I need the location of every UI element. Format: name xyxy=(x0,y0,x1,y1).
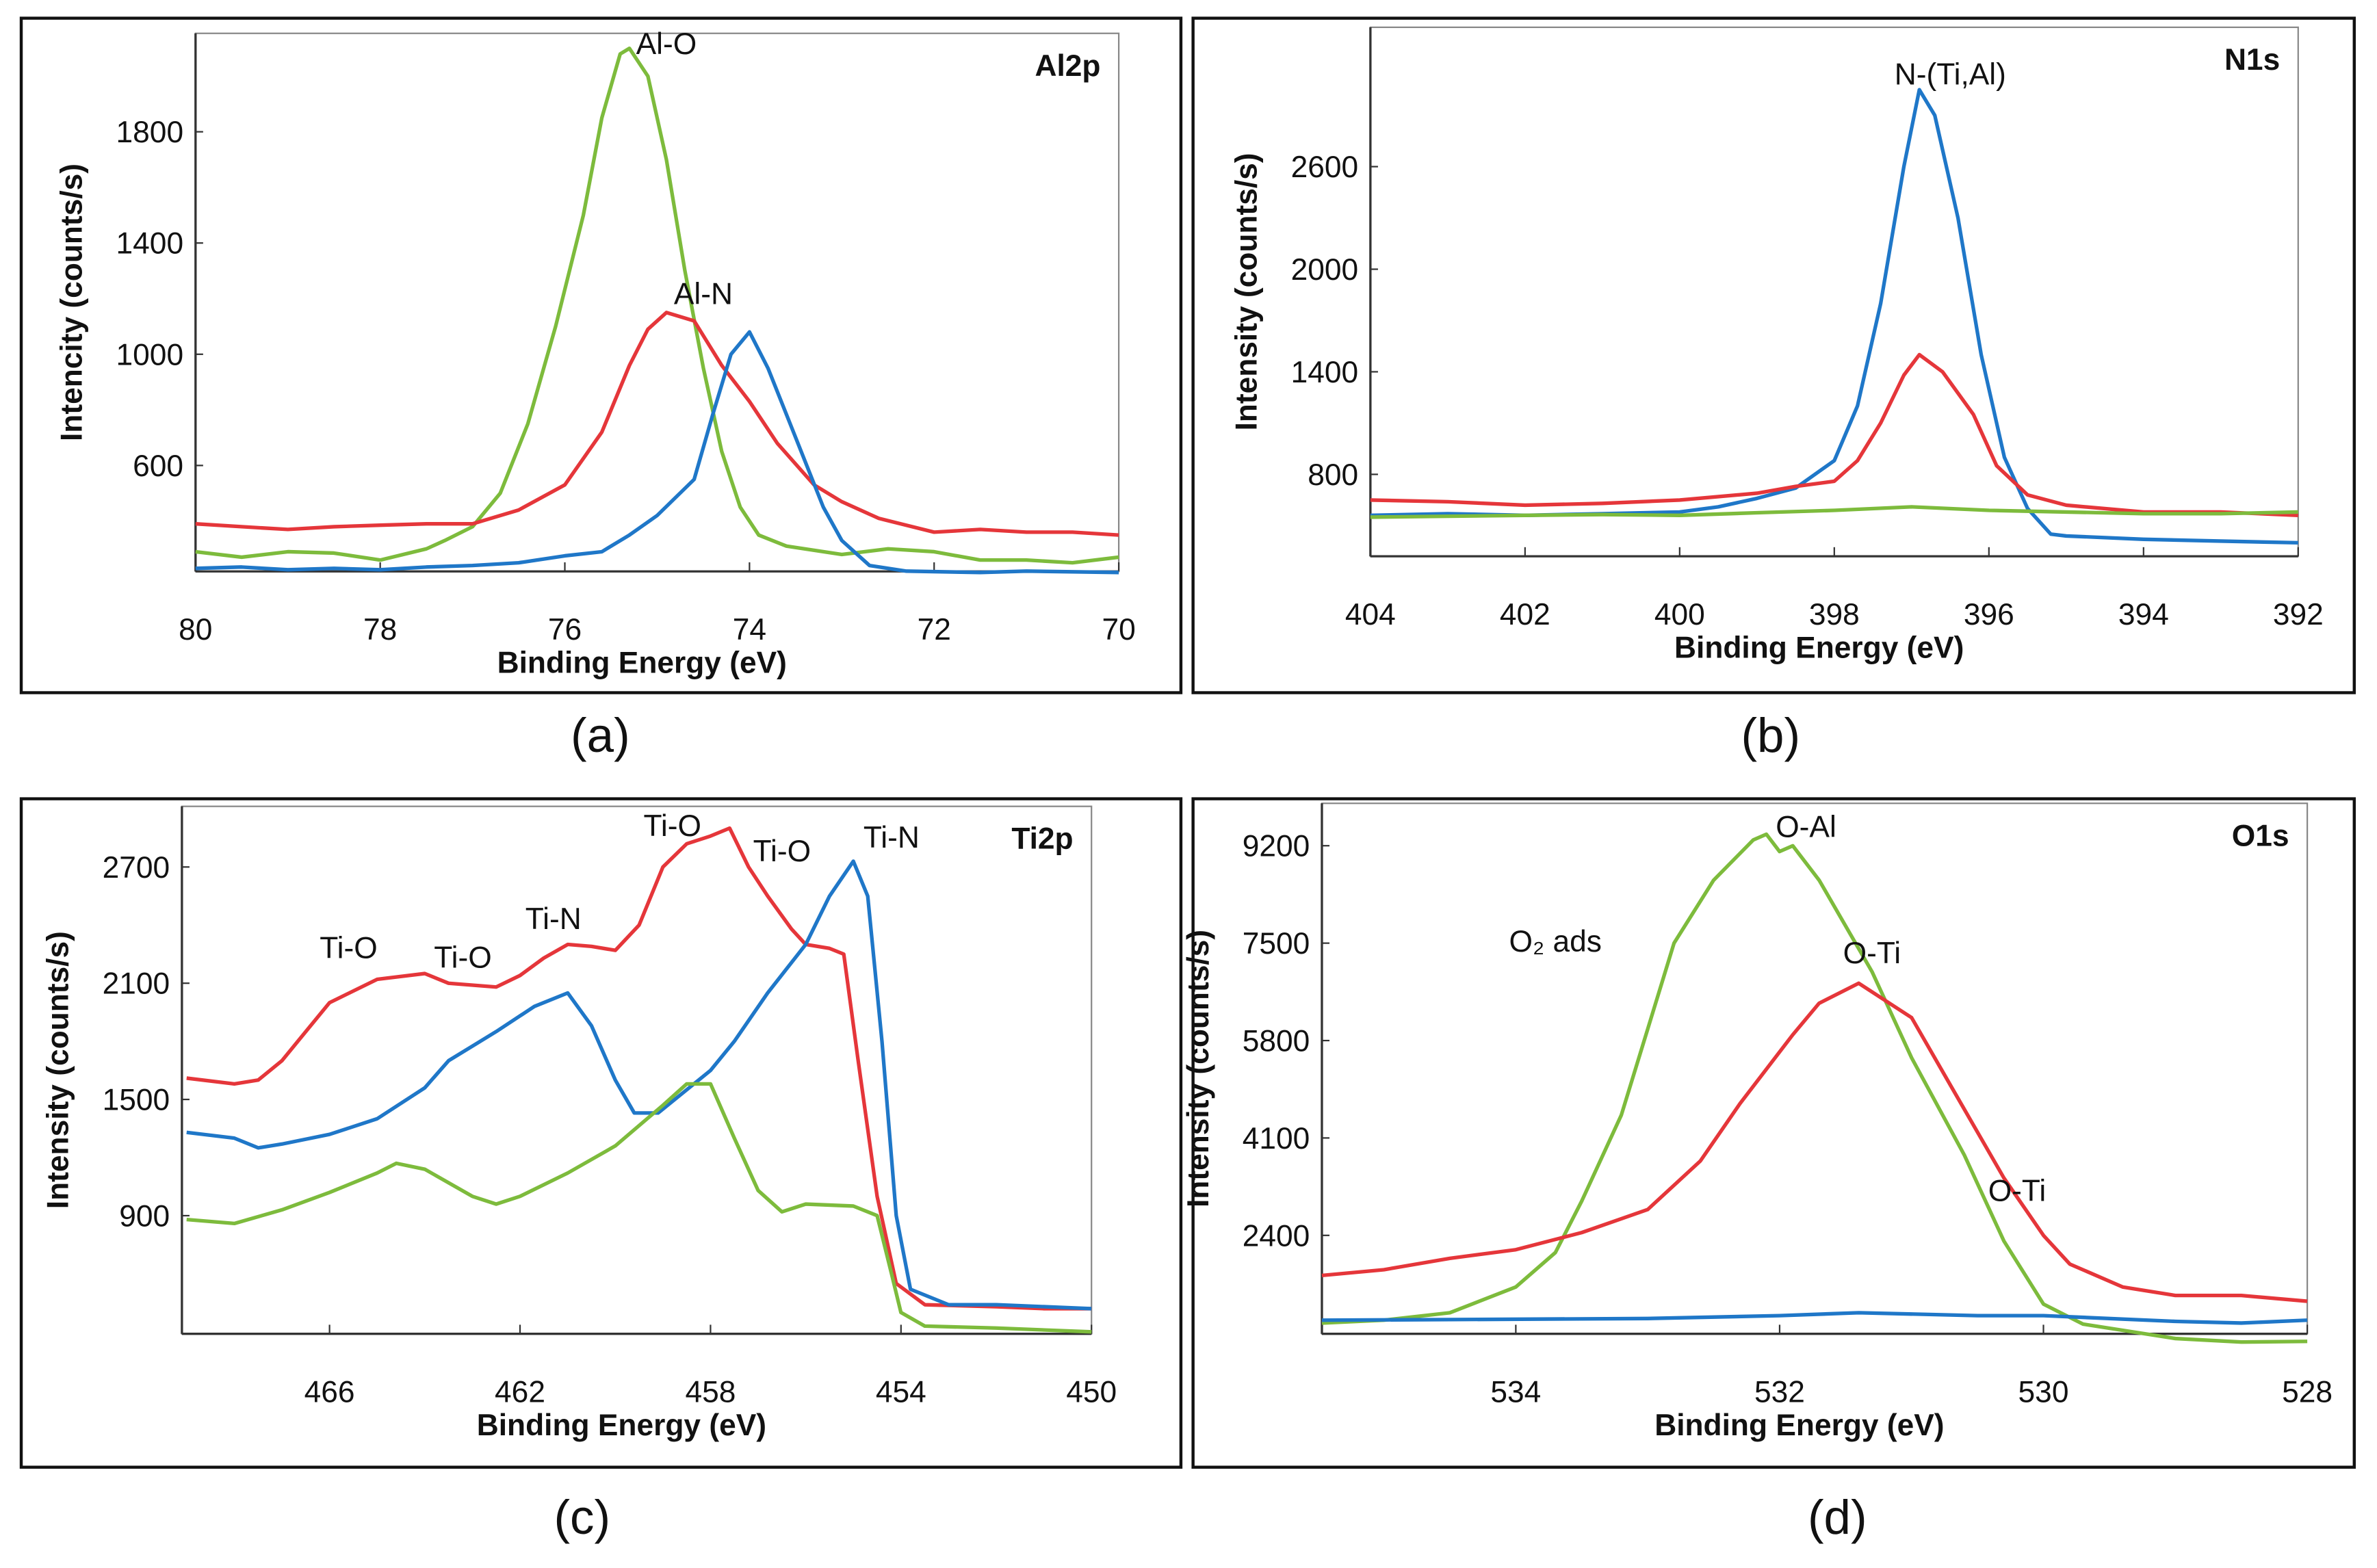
y-tick-label: 600 xyxy=(133,449,183,483)
series-line-red xyxy=(186,826,1092,1311)
y-tick-label: 2600 xyxy=(1291,151,1359,184)
peak-annotation: Ti-O xyxy=(320,931,377,965)
panel-frame xyxy=(19,797,1183,1469)
x-tick-label: 462 xyxy=(495,1375,545,1409)
peak-annotation: Al-O xyxy=(636,27,697,61)
peak-annotation: O-Ti xyxy=(1843,937,1901,970)
peak-annotation: O₂ ads xyxy=(1509,925,1602,958)
x-tick-label: 74 xyxy=(733,613,766,646)
x-tick-label: 528 xyxy=(2282,1375,2333,1409)
chart-panel-2: 466 462 458 454 450 900 1500 2100 2700 Binding En… xyxy=(19,797,1183,1469)
x-tick-label: 398 xyxy=(1809,598,1860,631)
x-tick-label: 450 xyxy=(1066,1375,1117,1409)
x-tick-label: 404 xyxy=(1345,598,1396,631)
y-tick-label: 1800 xyxy=(116,116,184,149)
peak-annotation: O-Al xyxy=(1776,811,1836,844)
series-line-red xyxy=(1321,981,2308,1303)
x-axis-title: Binding Energy (eV) xyxy=(497,646,787,680)
x-tick-label: 530 xyxy=(2018,1375,2069,1409)
series-line-blue xyxy=(1321,1311,2308,1325)
x-tick-label: 400 xyxy=(1654,598,1705,631)
series-line-blue xyxy=(186,859,1092,1311)
x-tick-label: 466 xyxy=(304,1375,355,1409)
x-tick-label: 454 xyxy=(876,1375,926,1409)
series-line-blue xyxy=(1370,88,2298,545)
series-line-green xyxy=(195,47,1119,565)
x-tick-label: 458 xyxy=(685,1375,736,1409)
series-line-green xyxy=(1321,832,2308,1344)
y-tick-label: 2400 xyxy=(1243,1219,1310,1253)
series-line-red xyxy=(195,311,1119,537)
x-tick-label: 394 xyxy=(2118,598,2169,631)
x-tick-label: 534 xyxy=(1490,1375,1541,1409)
series-line-blue xyxy=(195,330,1119,575)
y-tick-label: 2000 xyxy=(1291,253,1359,287)
y-axis-title: Intensity (counts/s) xyxy=(42,931,75,1209)
series-line-green xyxy=(186,1082,1092,1334)
y-tick-label: 2100 xyxy=(103,967,170,1001)
x-axis-title: Binding Energy (eV) xyxy=(477,1409,766,1442)
y-axis-title: Intensity (counts/s) xyxy=(1230,153,1264,430)
peak-annotation: O-Ti xyxy=(1988,1175,2046,1208)
chart-panel-0: 80 78 76 74 72 70 600 1000 1400 1800 Binding Energ… xyxy=(19,16,1183,694)
chart-title: Ti2p xyxy=(1011,822,1073,856)
panel-label: (b) xyxy=(1741,709,1800,763)
x-tick-label: 78 xyxy=(363,613,397,646)
peak-annotation: Ti-O xyxy=(753,835,811,868)
y-axis-title: Intencity (counts/s) xyxy=(55,164,89,441)
panel-label: (a) xyxy=(571,709,630,763)
series-line-red xyxy=(1370,352,2298,517)
panel-label: (d) xyxy=(1808,1491,1867,1545)
x-axis-title: Binding Energy (eV) xyxy=(1654,1409,1944,1442)
x-tick-label: 70 xyxy=(1102,613,1135,646)
x-tick-label: 396 xyxy=(1964,598,2014,631)
peak-annotation: Ti-N xyxy=(863,821,920,854)
x-axis-title: Binding Energy (eV) xyxy=(1674,631,1964,665)
x-tick-label: 80 xyxy=(179,613,212,646)
chart-panel-3: 534 532 530 528 2400 4100 5800 7500 9200 Binding … xyxy=(1182,797,2356,1469)
y-tick-label: 9200 xyxy=(1243,830,1310,863)
x-tick-label: 532 xyxy=(1754,1375,1805,1409)
y-tick-label: 7500 xyxy=(1243,927,1310,961)
x-tick-label: 76 xyxy=(548,613,582,646)
y-tick-label: 2700 xyxy=(103,851,170,885)
chart-title: O1s xyxy=(2232,819,2289,852)
panel-frame xyxy=(1191,797,2356,1469)
x-tick-label: 72 xyxy=(918,613,951,646)
y-tick-label: 1400 xyxy=(116,227,184,261)
panel-frame xyxy=(1191,16,2356,694)
chart-panel-1: 404 402 400 398 396 394 392 800 1400 2000 2600 Bind… xyxy=(1191,16,2356,694)
y-tick-label: 4100 xyxy=(1243,1122,1310,1155)
series-line-green xyxy=(1370,505,2298,519)
y-tick-label: 1400 xyxy=(1291,356,1359,389)
peak-annotation: Ti-O xyxy=(434,941,491,975)
y-tick-label: 5800 xyxy=(1243,1025,1310,1058)
x-tick-label: 392 xyxy=(2273,598,2324,631)
peak-annotation: Al-N xyxy=(674,278,733,311)
chart-title: Al2p xyxy=(1035,49,1100,83)
peak-annotation: Ti-N xyxy=(525,902,582,936)
y-tick-label: 1500 xyxy=(103,1084,170,1117)
y-tick-label: 1000 xyxy=(116,338,184,371)
panel-label: (c) xyxy=(554,1491,610,1545)
x-tick-label: 402 xyxy=(1500,598,1550,631)
chart-title: N1s xyxy=(2224,43,2280,77)
y-tick-label: 800 xyxy=(1308,458,1358,492)
y-axis-title: Intensity (counts/s) xyxy=(1182,930,1215,1207)
y-tick-label: 900 xyxy=(119,1199,170,1233)
peak-annotation: Ti-O xyxy=(644,809,701,843)
peak-annotation: N-(Ti,Al) xyxy=(1895,58,2006,92)
